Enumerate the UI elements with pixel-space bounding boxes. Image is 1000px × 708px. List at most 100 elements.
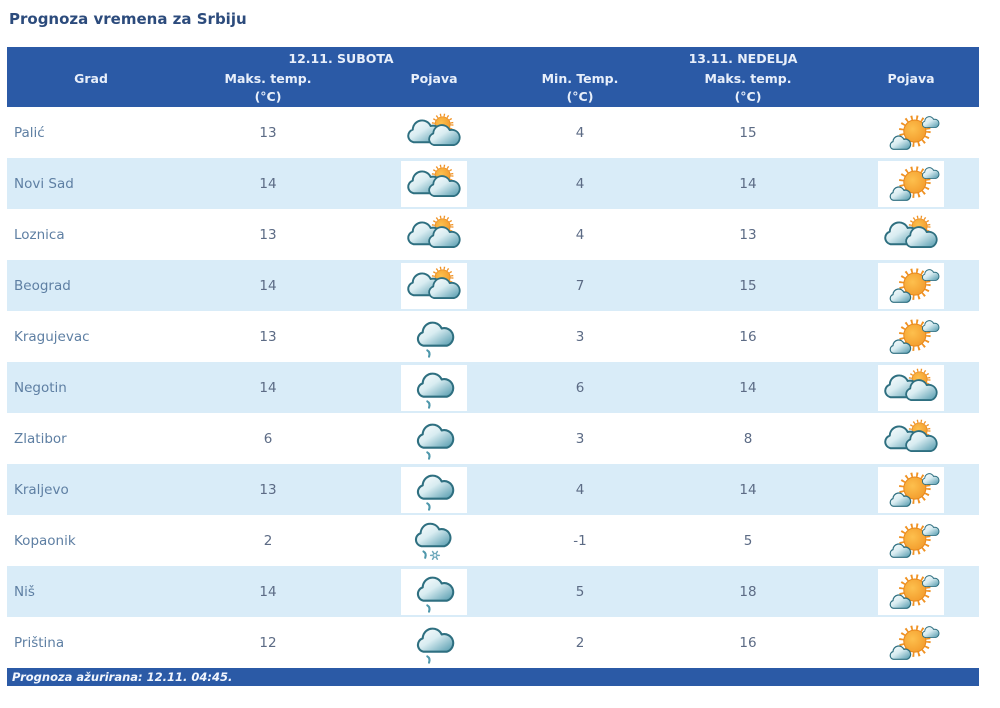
sunday-weather-cell xyxy=(843,466,979,513)
saturday-max-temp: 13 xyxy=(259,481,277,498)
sunday-min-temp: 4 xyxy=(575,175,585,192)
sunday-max-temp: 16 xyxy=(739,634,757,651)
table-row: Loznica 13 4 13 xyxy=(7,209,979,260)
saturday-max-temp: 13 xyxy=(259,124,277,141)
sunday-weather-cell xyxy=(843,619,979,666)
table-row: Kopaonik 2 -1 5 xyxy=(7,515,979,566)
weather-icon-box xyxy=(878,364,944,411)
sunday-weather-cell xyxy=(843,160,979,207)
column-header-sun-max-temp: Maks. temp. xyxy=(704,70,792,86)
city-name: Niš xyxy=(14,583,35,600)
saturday-max-temp: 14 xyxy=(259,277,277,294)
mostly-sunny-icon xyxy=(880,570,942,614)
table-body: Palić 13 4 15 Novi Sad 14 4 14 xyxy=(7,107,979,668)
city-name: Novi Sad xyxy=(14,175,74,192)
partly-cloudy-icon xyxy=(403,162,465,206)
sunday-max-temp: 13 xyxy=(739,226,757,243)
sunday-max-temp: 15 xyxy=(739,277,757,294)
city-name: Palić xyxy=(14,124,45,141)
sunday-min-temp: 4 xyxy=(575,124,585,141)
sunday-min-temp: 3 xyxy=(575,430,585,447)
update-bar: Prognoza ažurirana: 12.11. 04:45. xyxy=(7,668,979,686)
weather-icon-box xyxy=(878,517,944,564)
saturday-max-temp: 14 xyxy=(259,583,277,600)
sunday-weather-cell xyxy=(843,364,979,411)
mostly-sunny-icon xyxy=(880,162,942,206)
unit-label-celsius: (°C) xyxy=(254,89,282,104)
sunday-min-temp: 7 xyxy=(575,277,585,294)
sunday-min-temp: 4 xyxy=(575,481,585,498)
sunday-max-temp: 14 xyxy=(739,379,757,396)
unit-label-celsius: (°C) xyxy=(566,89,594,104)
day-group-saturday: 12.11. SUBOTA xyxy=(288,51,394,66)
city-name: Loznica xyxy=(14,226,65,243)
city-name: Negotin xyxy=(14,379,67,396)
cloud-drizzle-icon xyxy=(403,570,465,614)
table-row: Kraljevo 13 4 14 xyxy=(7,464,979,515)
sleet-icon xyxy=(403,519,465,563)
saturday-weather-cell xyxy=(361,415,507,462)
sunday-max-temp: 18 xyxy=(739,583,757,600)
cloud-drizzle-icon xyxy=(403,621,465,665)
sunday-weather-cell xyxy=(843,517,979,564)
city-name: Kraljevo xyxy=(14,481,69,498)
weather-icon-box xyxy=(401,466,467,513)
city-name: Beograd xyxy=(14,277,71,294)
sunday-weather-cell xyxy=(843,568,979,615)
partly-cloudy-icon xyxy=(880,366,942,410)
sunday-max-temp: 8 xyxy=(743,430,753,447)
cloud-drizzle-icon xyxy=(403,468,465,512)
weather-icon-box xyxy=(878,109,944,156)
weather-icon-box xyxy=(878,262,944,309)
table-row: Zlatibor 6 3 8 xyxy=(7,413,979,464)
sunday-weather-cell xyxy=(843,415,979,462)
forecast-table: 12.11. SUBOTA 13.11. NEDELJA Grad Maks. … xyxy=(7,47,979,686)
table-row: Palić 13 4 15 xyxy=(7,107,979,158)
weather-icon-box xyxy=(401,568,467,615)
mostly-sunny-icon xyxy=(880,315,942,359)
table-header: 12.11. SUBOTA 13.11. NEDELJA Grad Maks. … xyxy=(7,47,979,107)
saturday-weather-cell xyxy=(361,466,507,513)
sunday-weather-cell xyxy=(843,109,979,156)
saturday-max-temp: 14 xyxy=(259,379,277,396)
city-name: Zlatibor xyxy=(14,430,67,447)
table-row: Novi Sad 14 4 14 xyxy=(7,158,979,209)
mostly-sunny-icon xyxy=(880,519,942,563)
city-name: Kopaonik xyxy=(14,532,76,549)
mostly-sunny-icon xyxy=(880,621,942,665)
sunday-max-temp: 5 xyxy=(743,532,753,549)
sunday-min-temp: 4 xyxy=(575,226,585,243)
weather-icon-box xyxy=(401,109,467,156)
sunday-min-temp: 6 xyxy=(575,379,585,396)
cloud-drizzle-icon xyxy=(403,417,465,461)
saturday-max-temp: 13 xyxy=(259,226,277,243)
table-row: Beograd 14 7 15 xyxy=(7,260,979,311)
partly-cloudy-icon xyxy=(403,264,465,308)
saturday-max-temp: 14 xyxy=(259,175,277,192)
column-header-sat-pojava: Pojava xyxy=(410,70,458,86)
saturday-max-temp: 6 xyxy=(263,430,273,447)
sunday-min-temp: 2 xyxy=(575,634,585,651)
table-row: Priština 12 2 16 xyxy=(7,617,979,668)
table-row: Negotin 14 6 14 xyxy=(7,362,979,413)
weather-icon-box xyxy=(401,415,467,462)
weather-icon-box xyxy=(401,313,467,360)
weather-icon-box xyxy=(401,262,467,309)
weather-icon-box xyxy=(878,568,944,615)
sunday-max-temp: 16 xyxy=(739,328,757,345)
column-header-city: Grad xyxy=(74,70,108,86)
cloud-drizzle-icon xyxy=(403,366,465,410)
table-row: Kragujevac 13 3 16 xyxy=(7,311,979,362)
weather-icon-box xyxy=(401,517,467,564)
update-timestamp: Prognoza ažurirana: 12.11. 04:45. xyxy=(12,670,233,684)
weather-icon-box xyxy=(401,160,467,207)
saturday-weather-cell xyxy=(361,364,507,411)
column-header-sat-max-temp: Maks. temp. xyxy=(224,70,312,86)
weather-icon-box xyxy=(401,211,467,258)
cloud-drizzle-icon xyxy=(403,315,465,359)
sunday-min-temp: 5 xyxy=(575,583,585,600)
saturday-weather-cell xyxy=(361,619,507,666)
unit-label-celsius: (°C) xyxy=(734,89,762,104)
weather-icon-box xyxy=(878,415,944,462)
sunday-max-temp: 14 xyxy=(739,481,757,498)
